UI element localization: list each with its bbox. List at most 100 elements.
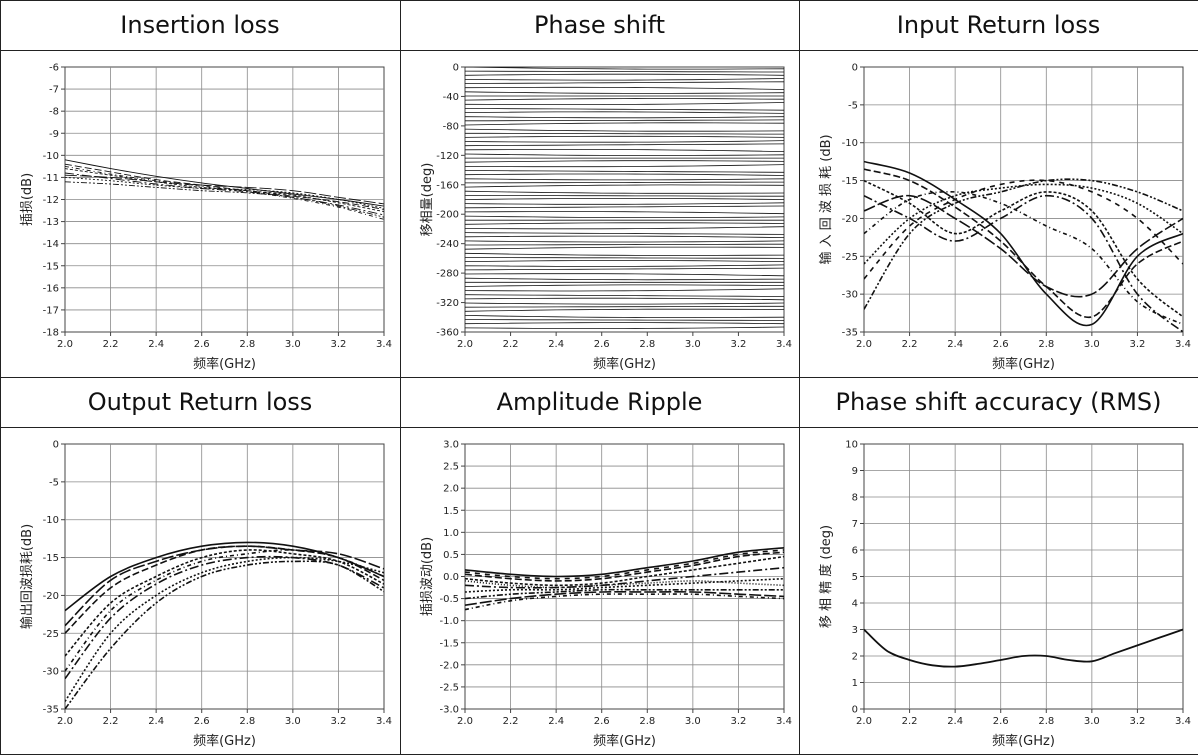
y-tick-label: -280 xyxy=(436,268,459,279)
x-tick-label: 2.0 xyxy=(856,716,872,727)
y-tick-label: -10 xyxy=(841,138,857,149)
x-tick-label: 3.2 xyxy=(730,339,746,350)
y-tick-label: -16 xyxy=(42,283,58,294)
y-tick-label: -5 xyxy=(848,100,858,111)
y-axis-label: 输出回波损耗(dB) xyxy=(19,523,35,628)
chart-title-insertion-loss: Insertion loss xyxy=(0,0,401,51)
x-tick-label: 3.0 xyxy=(1083,339,1099,350)
x-tick-label: 2.0 xyxy=(457,716,473,727)
y-tick-label: 9 xyxy=(851,466,857,477)
y-tick-label: -25 xyxy=(42,628,58,639)
x-tick-label: 2.8 xyxy=(239,339,255,350)
x-tick-label: 2.6 xyxy=(193,716,209,727)
plot-frame xyxy=(65,444,384,709)
y-tick-label: 0 xyxy=(452,62,458,73)
y-tick-label: -11 xyxy=(42,172,58,183)
y-tick-label: -17 xyxy=(42,305,58,316)
y-tick-label: -15 xyxy=(42,261,58,272)
x-axis-label: 频率(GHz) xyxy=(593,733,656,749)
x-tick-label: 3.4 xyxy=(776,339,792,350)
x-tick-label: 3.2 xyxy=(330,716,346,727)
y-tick-label: -8 xyxy=(49,106,59,117)
x-tick-label: 2.6 xyxy=(593,716,609,727)
y-tick-label: -30 xyxy=(841,289,857,300)
y-tick-label: -2.5 xyxy=(439,682,459,693)
y-tick-label: -10 xyxy=(42,515,58,526)
y-tick-label: 2 xyxy=(851,651,857,662)
y-tick-label: -7 xyxy=(49,84,59,95)
y-tick-label: -3.0 xyxy=(439,704,459,715)
y-axis-label: 插损波动(dB) xyxy=(420,536,435,615)
x-tick-label: 3.2 xyxy=(330,339,346,350)
y-tick-label: 2.5 xyxy=(443,461,459,472)
x-tick-label: 3.4 xyxy=(1175,339,1191,350)
x-tick-label: 2.8 xyxy=(239,716,255,727)
x-axis-label: 频率(GHz) xyxy=(992,356,1055,372)
x-tick-label: 3.2 xyxy=(1129,716,1145,727)
y-tick-label: -15 xyxy=(42,553,58,564)
y-tick-label: 0 xyxy=(851,62,857,73)
x-tick-label: 2.0 xyxy=(856,339,872,350)
chart-title-input-return-loss: Input Return loss xyxy=(799,0,1198,51)
x-tick-label: 2.8 xyxy=(639,716,655,727)
plot-frame xyxy=(465,67,784,332)
x-tick-label: 2.4 xyxy=(548,716,564,727)
x-tick-label: 2.4 xyxy=(947,716,963,727)
y-tick-label: 1 xyxy=(851,678,857,689)
y-tick-label: 8 xyxy=(851,492,857,503)
x-tick-label: 2.4 xyxy=(947,339,963,350)
y-tick-label: -15 xyxy=(841,176,857,187)
y-tick-label: -14 xyxy=(42,239,58,250)
y-tick-label: -35 xyxy=(42,704,58,715)
y-tick-label: 10 xyxy=(845,439,858,450)
y-tick-label: -1.5 xyxy=(439,638,459,649)
y-tick-label: -360 xyxy=(436,327,459,338)
x-tick-label: 3.4 xyxy=(376,339,392,350)
x-tick-label: 2.2 xyxy=(502,716,518,727)
y-axis-label: 输 入 回 波 损 耗 (dB) xyxy=(818,134,834,264)
y-tick-label: 7 xyxy=(851,519,857,530)
y-tick-label: -10 xyxy=(42,150,58,161)
x-tick-label: 2.8 xyxy=(1038,716,1054,727)
x-tick-label: 3.2 xyxy=(1129,339,1145,350)
y-axis-label: 移 相 精 度 (deg) xyxy=(818,524,834,627)
y-axis-label: 移相量(deg) xyxy=(420,162,435,236)
y-tick-label: -13 xyxy=(42,217,58,228)
y-tick-label: 0 xyxy=(52,439,58,450)
y-tick-label: 1.5 xyxy=(443,505,459,516)
y-tick-label: -25 xyxy=(841,251,857,262)
y-tick-label: 2.0 xyxy=(443,483,459,494)
y-tick-label: -30 xyxy=(42,666,58,677)
y-axis-label: 插损(dB) xyxy=(20,172,35,225)
x-tick-label: 2.2 xyxy=(901,716,917,727)
x-tick-label: 3.4 xyxy=(776,716,792,727)
x-tick-label: 3.2 xyxy=(730,716,746,727)
y-tick-label: -20 xyxy=(841,213,857,224)
y-tick-label: -2.0 xyxy=(439,660,459,671)
x-axis-label: 频率(GHz) xyxy=(593,356,656,372)
y-tick-label: 1.0 xyxy=(443,527,459,538)
y-tick-label: 4 xyxy=(851,598,857,609)
y-tick-label: -120 xyxy=(436,150,459,161)
chart-title-amplitude-ripple: Amplitude Ripple xyxy=(400,377,800,428)
y-tick-label: -6 xyxy=(49,62,59,73)
x-tick-label: 2.0 xyxy=(57,339,73,350)
x-tick-label: 2.0 xyxy=(457,339,473,350)
x-tick-label: 2.4 xyxy=(148,716,164,727)
x-tick-label: 2.4 xyxy=(548,339,564,350)
x-tick-label: 2.6 xyxy=(193,339,209,350)
y-tick-label: -160 xyxy=(436,180,459,191)
x-tick-label: 2.2 xyxy=(502,339,518,350)
y-tick-label: 5 xyxy=(851,572,857,583)
y-tick-label: -9 xyxy=(49,128,59,139)
y-tick-label: 0 xyxy=(851,704,857,715)
